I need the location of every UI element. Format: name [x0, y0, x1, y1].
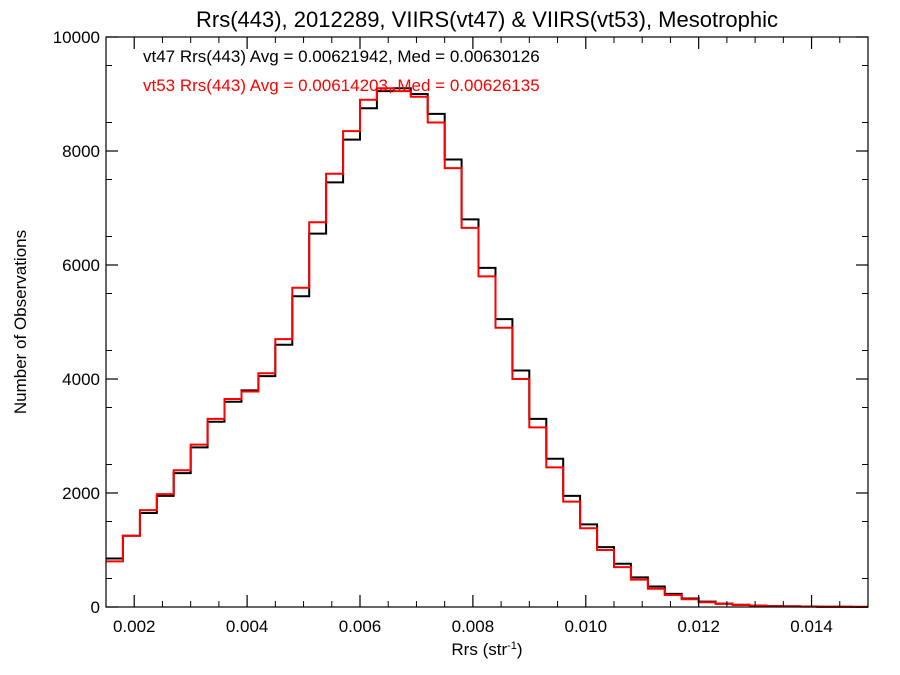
y-tick-label: 6000: [62, 256, 100, 275]
annotation-vt47-stats: vt47 Rrs(443) Avg = 0.00621942, Med = 0.…: [143, 47, 540, 66]
x-tick-label: 0.002: [113, 617, 156, 636]
y-axis-label: Number of Observations: [11, 230, 30, 414]
x-axis-label: Rrs (str-1): [451, 640, 522, 659]
y-tick-label: 4000: [62, 370, 100, 389]
x-axis-label-main: Rrs (str: [451, 640, 507, 659]
x-tick-label: 0.006: [339, 617, 382, 636]
annotation-vt53-stats: vt53 Rrs(443) Avg = 0.00614203, Med = 0.…: [143, 76, 540, 95]
x-axis-label-close: ): [517, 640, 523, 659]
y-tick-label: 10000: [53, 28, 100, 47]
y-tick-label: 8000: [62, 142, 100, 161]
y-tick-label: 2000: [62, 484, 100, 503]
plot-frame: [105, 36, 869, 608]
series-line-vt47: [106, 87, 868, 608]
x-axis-label-superscript: -1: [507, 640, 517, 652]
chart-title: Rrs(443), 2012289, VIIRS(vt47) & VIIRS(v…: [196, 7, 778, 32]
y-tick-label: 0: [91, 598, 100, 617]
x-tick-label: 0.010: [565, 617, 608, 636]
series-line-vt53: [106, 87, 868, 608]
x-tick-label: 0.004: [226, 617, 269, 636]
x-tick-label: 0.014: [790, 617, 833, 636]
axis-ticks: 0.002 0.004 0.006 0.008 0.010 0.012 0.014 0 2000…: [53, 28, 869, 636]
series-layer: [106, 87, 868, 608]
x-tick-label: 0.008: [452, 617, 495, 636]
x-tick-label: 0.012: [677, 617, 720, 636]
